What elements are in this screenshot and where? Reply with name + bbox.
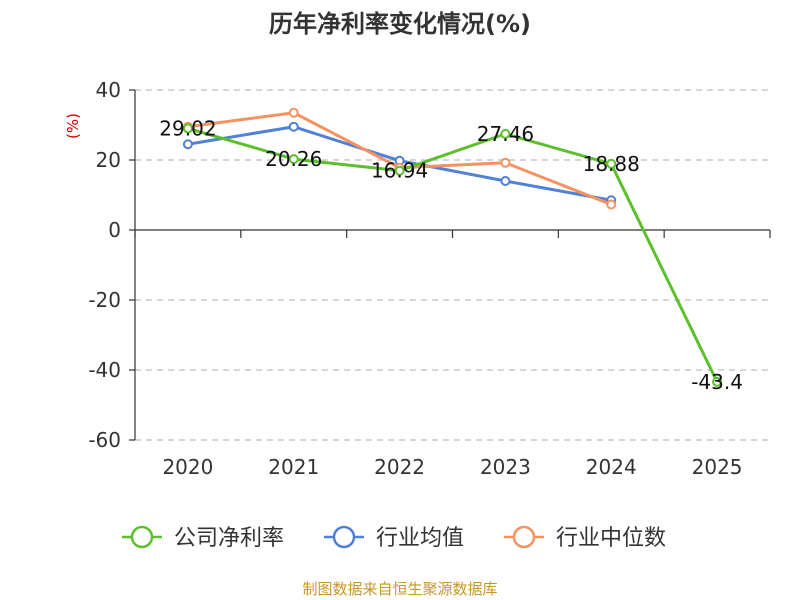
y-tick-label: -40 bbox=[88, 358, 121, 382]
data-point bbox=[712, 376, 723, 387]
data-point bbox=[182, 123, 193, 134]
legend-label: 公司净利率 bbox=[174, 526, 284, 551]
data-point bbox=[500, 157, 511, 168]
legend: 公司净利率 行业均值 行业中位数 bbox=[122, 525, 666, 551]
legend-label: 行业中位数 bbox=[556, 526, 666, 551]
data-point bbox=[288, 121, 299, 132]
x-tick-label: 2024 bbox=[586, 455, 637, 479]
data-labels: 29.02 20.26 16.94 27.46 18.88 -43.4 bbox=[159, 116, 743, 393]
data-point bbox=[182, 139, 193, 150]
y-tick-label: 0 bbox=[108, 218, 121, 242]
source-note: 制图数据来自恒生聚源数据库 bbox=[302, 580, 497, 598]
data-point bbox=[500, 128, 511, 139]
data-label: 29.02 bbox=[159, 116, 216, 140]
data-label: 18.88 bbox=[583, 152, 640, 176]
legend-marker bbox=[512, 525, 536, 549]
legend-label: 行业均值 bbox=[376, 526, 464, 551]
y-tick-label: 40 bbox=[96, 78, 121, 102]
grid-lines bbox=[135, 89, 770, 441]
y-axis-unit-label: (%) bbox=[64, 113, 82, 139]
data-point bbox=[288, 154, 299, 165]
series-lines bbox=[182, 107, 723, 387]
data-point bbox=[606, 199, 617, 210]
x-tick-label: 2022 bbox=[374, 455, 425, 479]
data-point bbox=[500, 176, 511, 186]
data-point bbox=[288, 107, 299, 118]
x-tick-label: 2021 bbox=[268, 455, 319, 479]
axes: 40 20 0 -20 -40 -60 2020 2021 2022 2023 2024 2025 bbox=[88, 78, 771, 479]
x-tick-label: 2025 bbox=[692, 455, 743, 479]
series-line bbox=[187, 126, 719, 383]
data-label: -43.4 bbox=[691, 370, 743, 394]
data-label: 27.46 bbox=[477, 122, 534, 146]
legend-marker bbox=[130, 525, 154, 549]
y-tick-label: -60 bbox=[88, 428, 121, 452]
x-tick-label: 2023 bbox=[480, 455, 531, 479]
data-label: 20.26 bbox=[265, 147, 322, 171]
x-tick-label: 2020 bbox=[162, 455, 213, 479]
legend-marker bbox=[332, 525, 356, 549]
data-point bbox=[394, 165, 405, 176]
y-tick-label: 20 bbox=[96, 148, 121, 172]
data-point bbox=[606, 158, 617, 169]
y-tick-label: -20 bbox=[88, 288, 121, 312]
data-label: 16.94 bbox=[371, 159, 428, 183]
chart-title: 历年净利率变化情况(%) bbox=[269, 10, 531, 38]
